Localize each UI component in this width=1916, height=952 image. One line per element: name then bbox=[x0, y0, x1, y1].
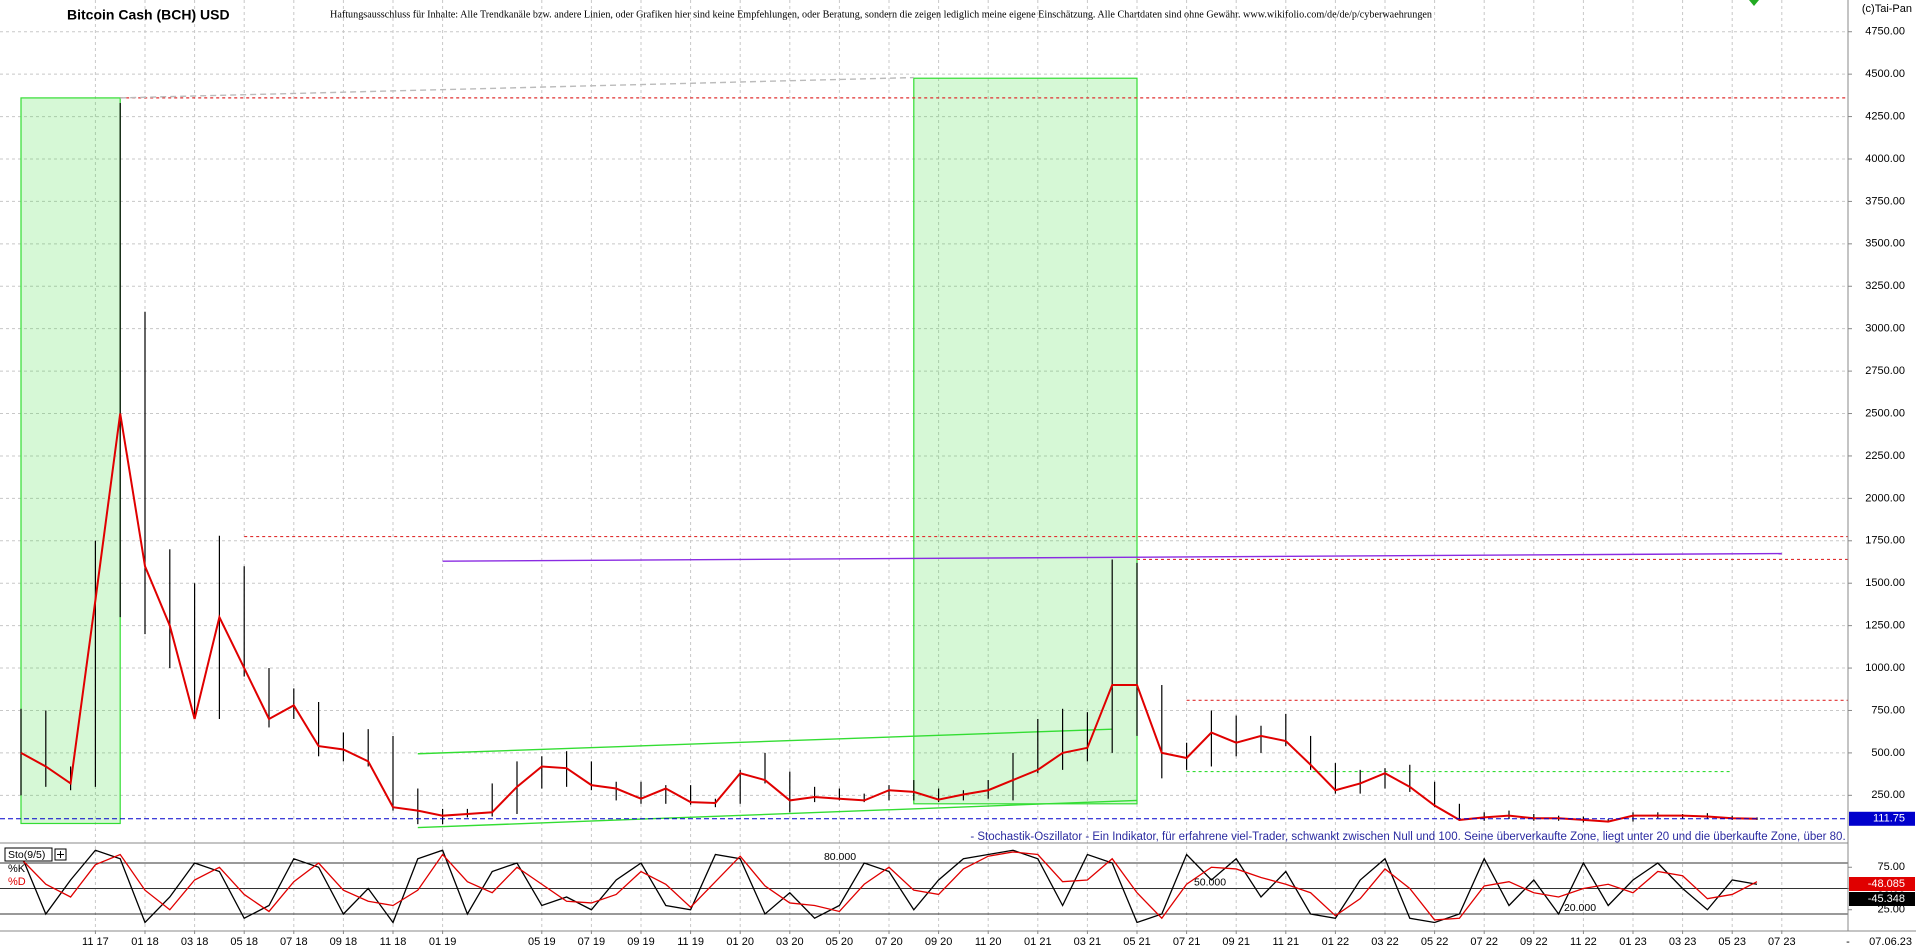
x-tick-label: 09 21 bbox=[1222, 936, 1250, 948]
oscillator-line bbox=[20, 849, 1758, 924]
date-label: 07.06.23 bbox=[1869, 936, 1912, 948]
y-tick-label: 1500.00 bbox=[1865, 577, 1905, 589]
y-tick-label: 500.00 bbox=[1871, 747, 1905, 759]
x-tick-label: 09 18 bbox=[330, 936, 358, 948]
x-tick-label: 11 19 bbox=[677, 936, 704, 948]
y-tick-label: 4500.00 bbox=[1865, 68, 1905, 80]
x-tick-label: 03 18 bbox=[181, 936, 209, 948]
level-label: 50.000 bbox=[1194, 876, 1226, 888]
indicator-note: - Stochastik-Oszillator - Ein Indikator,… bbox=[970, 831, 1845, 843]
y-tick-label: 4250.00 bbox=[1865, 110, 1905, 122]
x-tick-label: 07 23 bbox=[1768, 936, 1796, 948]
zone bbox=[913, 77, 1138, 805]
x-tick-label: 01 18 bbox=[131, 936, 159, 948]
legend-label: %D bbox=[8, 876, 26, 888]
y-tick-label: 3500.00 bbox=[1865, 238, 1905, 250]
trend-line bbox=[442, 552, 1782, 562]
x-tick-label: 03 23 bbox=[1669, 936, 1697, 948]
y-tick-label: 1000.00 bbox=[1865, 662, 1905, 674]
axis-dash: - bbox=[1846, 936, 1850, 948]
y-tick-label: 2000.00 bbox=[1865, 492, 1905, 504]
x-tick-label: 11 21 bbox=[1272, 936, 1299, 948]
y-tick-label: 3000.00 bbox=[1865, 323, 1905, 335]
x-tick-label: 01 22 bbox=[1322, 936, 1350, 948]
x-tick-label: 05 19 bbox=[528, 936, 556, 948]
trend-line bbox=[417, 728, 1113, 755]
y-tick-label: 4750.00 bbox=[1865, 26, 1905, 38]
x-tick-label: 05 21 bbox=[1123, 936, 1151, 948]
x-tick-label: 01 19 bbox=[429, 936, 457, 948]
add-icon bbox=[57, 851, 64, 858]
arrow-icon bbox=[1749, 0, 1759, 6]
y-tick-label: 2500.00 bbox=[1865, 407, 1905, 419]
main-layer: 11 17 01 18 03 18 05 18 07 18 09 18 11 18 01 19… bbox=[0, 26, 1915, 948]
x-tick-label: 11 20 bbox=[975, 936, 1002, 948]
x-tick-label: 03 21 bbox=[1074, 936, 1102, 948]
x-tick-label: 11 22 bbox=[1570, 936, 1597, 948]
x-tick-label: 11 17 bbox=[82, 936, 109, 948]
x-tick-label: 07 20 bbox=[875, 936, 903, 948]
last-value-badge bbox=[1849, 877, 1915, 891]
x-tick-label: 01 20 bbox=[726, 936, 754, 948]
last-price-badge bbox=[1849, 811, 1915, 826]
legend-label: %K bbox=[8, 863, 26, 875]
indicator-title: Sto(9/5) bbox=[8, 849, 45, 861]
x-tick-label: 07 22 bbox=[1470, 936, 1498, 948]
disclaimer: Haftungsausschluss für Inhalte: Alle Tre… bbox=[330, 9, 1432, 21]
x-tick-label: 05 20 bbox=[826, 936, 854, 948]
oscillator-line bbox=[20, 851, 1758, 921]
y-tick-label: 250.00 bbox=[1871, 789, 1905, 801]
x-tick-label: 03 20 bbox=[776, 936, 804, 948]
y-tick-label: 1750.00 bbox=[1865, 535, 1905, 547]
x-tick-label: 01 23 bbox=[1619, 936, 1647, 948]
y-tick-label: 1250.00 bbox=[1865, 620, 1905, 632]
y-tick-label: 3750.00 bbox=[1865, 195, 1905, 207]
last-price-label: 111.75 bbox=[1873, 813, 1905, 825]
last-value-label: -45.348 bbox=[1868, 893, 1905, 905]
trend-line bbox=[417, 799, 1138, 829]
trend-line bbox=[120, 76, 914, 99]
y-tick-label: 25.00 bbox=[1877, 904, 1905, 916]
zone bbox=[20, 97, 121, 825]
x-tick-label: 05 18 bbox=[230, 936, 258, 948]
indicator-box bbox=[4, 847, 53, 862]
x-tick-label: 05 23 bbox=[1718, 936, 1746, 948]
x-tick-label: 07 18 bbox=[280, 936, 308, 948]
x-tick-label: 07 19 bbox=[578, 936, 606, 948]
source: (c)Tai-Pan bbox=[1862, 3, 1912, 15]
x-tick-label: 01 21 bbox=[1024, 936, 1052, 948]
level-label: 20.000 bbox=[1564, 902, 1596, 914]
last-value-label: -48.085 bbox=[1868, 878, 1905, 890]
x-tick-label: 05 22 bbox=[1421, 936, 1449, 948]
x-tick-label: 09 19 bbox=[627, 936, 655, 948]
chart-title: Bitcoin Cash (BCH) USD bbox=[67, 7, 230, 23]
y-tick-label: 750.00 bbox=[1871, 704, 1905, 716]
x-tick-label: 11 18 bbox=[380, 936, 407, 948]
x-tick-label: 09 22 bbox=[1520, 936, 1548, 948]
y-tick-label: 4000.00 bbox=[1865, 153, 1905, 165]
x-tick-label: 03 22 bbox=[1371, 936, 1399, 948]
level-label: 80.000 bbox=[824, 851, 856, 863]
y-tick-label: 3250.00 bbox=[1865, 280, 1905, 292]
y-tick-label: 2250.00 bbox=[1865, 450, 1905, 462]
y-tick-label: 75.00 bbox=[1877, 861, 1905, 873]
x-tick-label: 07 21 bbox=[1173, 936, 1201, 948]
x-tick-label: 09 20 bbox=[925, 936, 953, 948]
y-tick-label: 2750.00 bbox=[1865, 365, 1905, 377]
last-value-badge bbox=[1849, 892, 1915, 906]
